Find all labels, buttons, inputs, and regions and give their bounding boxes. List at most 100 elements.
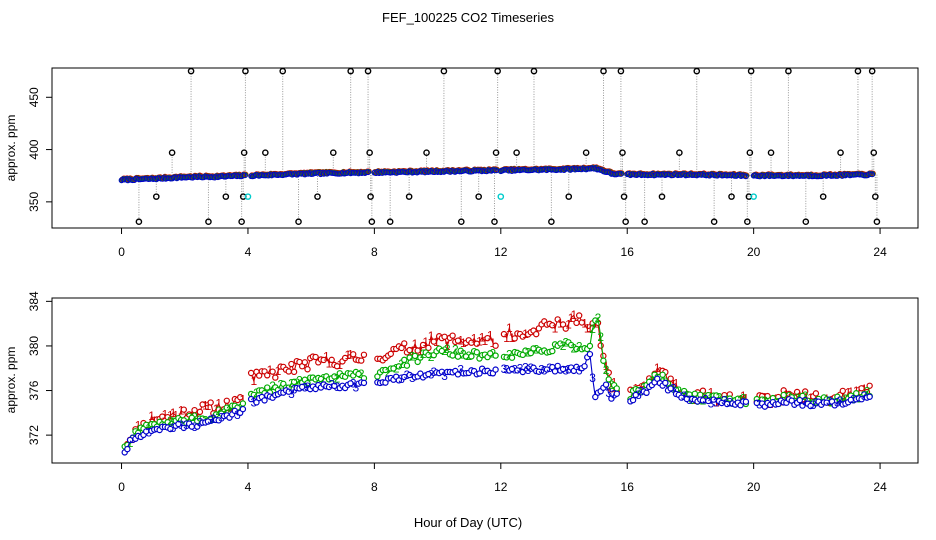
series3-point <box>492 366 499 373</box>
series2-point <box>473 349 480 356</box>
outlier-point <box>565 193 573 200</box>
series1-point <box>793 388 801 396</box>
series3-point <box>167 425 174 433</box>
series2-point <box>659 371 666 378</box>
outlier-point <box>710 218 718 226</box>
series3-point <box>395 377 403 384</box>
series1-point <box>573 319 580 327</box>
x-tick-label: 16 <box>621 245 635 259</box>
series3-point <box>667 385 674 392</box>
series1-glyph: 1 <box>565 317 572 331</box>
series2-point <box>317 375 325 383</box>
outlier-point <box>205 218 212 226</box>
series2-glyph: 2 <box>253 386 260 400</box>
series2-point <box>403 362 411 369</box>
series2-point <box>487 350 494 357</box>
series2-glyph: 2 <box>334 372 341 386</box>
series3-point <box>643 389 650 397</box>
x-tick-label: 12 <box>494 480 508 494</box>
series2-glyph: 2 <box>506 348 513 362</box>
series1-point <box>492 342 499 349</box>
series1-glyph: 1 <box>476 334 483 348</box>
series3-point <box>742 398 750 405</box>
series1-glyph: 1 <box>506 321 513 335</box>
series2-glyph: 2 <box>640 381 647 395</box>
series3-glyph: 3 <box>350 376 357 390</box>
series1-point <box>301 359 309 366</box>
y-tick-label: 450 <box>27 87 41 107</box>
series3-point <box>629 396 637 404</box>
series1-glyph: 1 <box>213 402 220 416</box>
series3-point <box>581 363 588 370</box>
series1-point <box>473 340 480 347</box>
series1-glyph: 1 <box>471 331 478 345</box>
series1-glyph: 1 <box>205 399 212 413</box>
x-tick-label: 0 <box>118 245 125 259</box>
series3-point <box>613 390 620 397</box>
series3-glyph: 3 <box>428 368 435 382</box>
outlier-point <box>870 149 878 157</box>
series2-glyph: 2 <box>675 384 682 398</box>
outlier-point <box>744 218 751 226</box>
series2-point <box>390 365 397 372</box>
series3-point <box>215 417 222 424</box>
outlier-point <box>785 67 792 75</box>
series3-point <box>799 402 806 409</box>
full-range-panel: 0 4 8 12 16 20 24 350 400 450 approx. ppm <box>4 67 919 259</box>
outlier-point <box>440 67 448 75</box>
series1-point <box>549 322 556 329</box>
y-tick-label: 372 <box>27 425 41 445</box>
series1-glyph: 1 <box>336 358 343 372</box>
series3-point <box>551 368 559 375</box>
outlier-point <box>728 193 735 200</box>
series2-glyph: 2 <box>358 367 365 381</box>
series1-glyph: 1 <box>323 349 330 363</box>
series1-point <box>180 406 187 413</box>
series2-point <box>414 358 421 366</box>
outlier-point <box>620 193 628 200</box>
series1-point <box>360 351 368 358</box>
series2-glyph: 2 <box>441 344 448 358</box>
series2-glyph: 2 <box>597 330 604 344</box>
outlier-point <box>872 193 879 200</box>
series1-glyph: 1 <box>428 329 435 343</box>
series1-glyph: 1 <box>845 386 852 400</box>
series3-point <box>831 402 838 409</box>
series2-point <box>355 370 362 378</box>
series1-glyph: 1 <box>673 377 680 391</box>
series1-glyph: 1 <box>444 339 451 353</box>
outlier-point <box>873 218 881 226</box>
series3-point <box>654 375 661 382</box>
series2-point <box>406 354 413 361</box>
series2-glyph: 2 <box>385 366 392 380</box>
series1-point <box>288 360 295 368</box>
series2-glyph: 2 <box>802 389 809 403</box>
series3-point <box>519 368 526 376</box>
series2-glyph: 2 <box>452 343 459 357</box>
series1-glyph: 1 <box>581 317 588 331</box>
outlier-point <box>279 67 287 75</box>
series1-glyph: 1 <box>587 321 594 335</box>
series2-point <box>780 391 787 399</box>
series1-glyph: 1 <box>568 311 575 325</box>
series1-point <box>519 333 526 340</box>
series1-point <box>801 388 809 395</box>
series1-glyph: 1 <box>202 398 209 412</box>
series1-point <box>398 344 405 352</box>
outlier-point <box>364 67 372 75</box>
series2-glyph: 2 <box>146 422 153 436</box>
outlier-point <box>676 149 683 157</box>
series2-point <box>239 400 247 407</box>
outlier-point <box>135 218 143 226</box>
series3-glyph: 3 <box>576 364 583 378</box>
series3-glyph: 3 <box>170 421 177 435</box>
series3-point <box>618 171 624 177</box>
series3-point <box>559 365 567 373</box>
series3-point <box>331 382 338 390</box>
series3-point <box>360 379 368 387</box>
x-tick-label: 24 <box>873 245 887 259</box>
outlier-point <box>187 67 195 75</box>
outlier-point <box>240 149 248 157</box>
series3-point <box>742 173 749 180</box>
series3-point <box>586 350 594 358</box>
